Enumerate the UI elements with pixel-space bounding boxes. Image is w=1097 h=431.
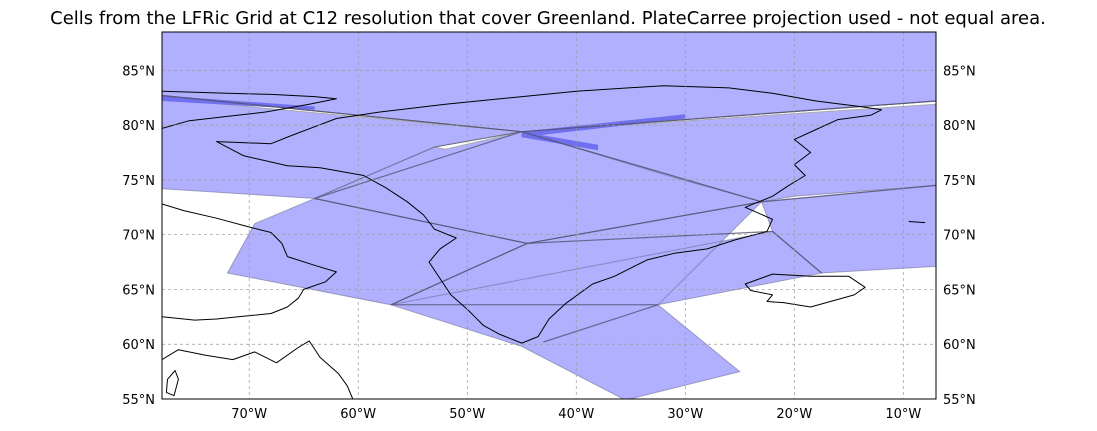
x-tick-label: 70°W [231, 407, 267, 422]
cell-southeast [390, 231, 822, 305]
y-tick-label-left: 60°N [122, 338, 155, 353]
ticks-layer: 70°W 60°W 50°W 40°W 30°W 20°W 10°W 85°N 85°N 80°N… [122, 64, 976, 422]
cell-south-tip [390, 304, 740, 399]
cell-baffin-south-outline [226, 197, 529, 306]
svalbard-coastline [908, 221, 926, 224]
cell-west-arctic-outline [162, 94, 522, 200]
x-tick-label: 20°W [776, 407, 812, 422]
hudson-island-coastline [165, 370, 179, 397]
cell-north-band-outline [162, 32, 936, 133]
y-tick-label-right: 70°N [943, 229, 976, 244]
iceland-coastline [744, 273, 866, 308]
baffin-coastline [162, 203, 337, 321]
cell-greenland-south-center-outline [390, 201, 764, 306]
y-tick-label-left: 80°N [122, 119, 155, 134]
y-tick-label-right: 65°N [943, 283, 976, 298]
cell-east-coast [761, 185, 936, 273]
x-tick-label: 60°W [340, 407, 376, 422]
y-tick-label-left: 55°N [122, 393, 155, 408]
cell-southeast-outline [390, 230, 823, 306]
cell-edges-layer [162, 32, 936, 399]
y-tick-label-right: 75°N [943, 174, 976, 189]
cell-north-band [162, 32, 936, 132]
map-title: Cells from the LFRic Grid at C12 resolut… [50, 8, 1046, 29]
y-tick-label-right: 80°N [943, 119, 976, 134]
y-tick-label-left: 85°N [122, 64, 155, 79]
x-tick-label: 30°W [667, 407, 703, 422]
labrador-coastline [162, 340, 354, 399]
x-tick-label: 50°W [449, 407, 485, 422]
y-tick-label-right: 60°N [943, 338, 976, 353]
edge-west-central [314, 197, 822, 274]
highlight-band-center [521, 131, 599, 151]
cell-east-coast-outline [760, 184, 936, 274]
cell-west-arctic [162, 95, 522, 199]
y-tick-label-right: 55°N [943, 393, 976, 408]
cell-south-tip-outline [390, 304, 741, 399]
gridlines-layer [162, 32, 936, 399]
greenland-coastline [216, 85, 882, 344]
cells-layer [162, 32, 936, 399]
plot-area [162, 32, 936, 399]
edge-south-central [390, 184, 936, 306]
edge-north-diagonal-b [314, 100, 936, 200]
x-tick-label: 10°W [885, 407, 921, 422]
cell-greenland-west-center-outline [312, 131, 762, 244]
cell-baffin-south [227, 198, 528, 305]
y-tick-label-left: 65°N [122, 283, 155, 298]
gap-mid-west [434, 131, 522, 150]
map-axes-frame [161, 31, 937, 400]
y-tick-label-left: 70°N [122, 229, 155, 244]
edge-south-east [543, 304, 659, 343]
cell-greenland-west-center [314, 131, 762, 244]
cell-greenland-north-center [521, 101, 936, 202]
x-tick-label: 40°W [558, 407, 594, 422]
y-tick-label-right: 85°N [943, 64, 976, 79]
coastlines-layer [162, 85, 926, 399]
y-tick-label-left: 75°N [122, 174, 155, 189]
